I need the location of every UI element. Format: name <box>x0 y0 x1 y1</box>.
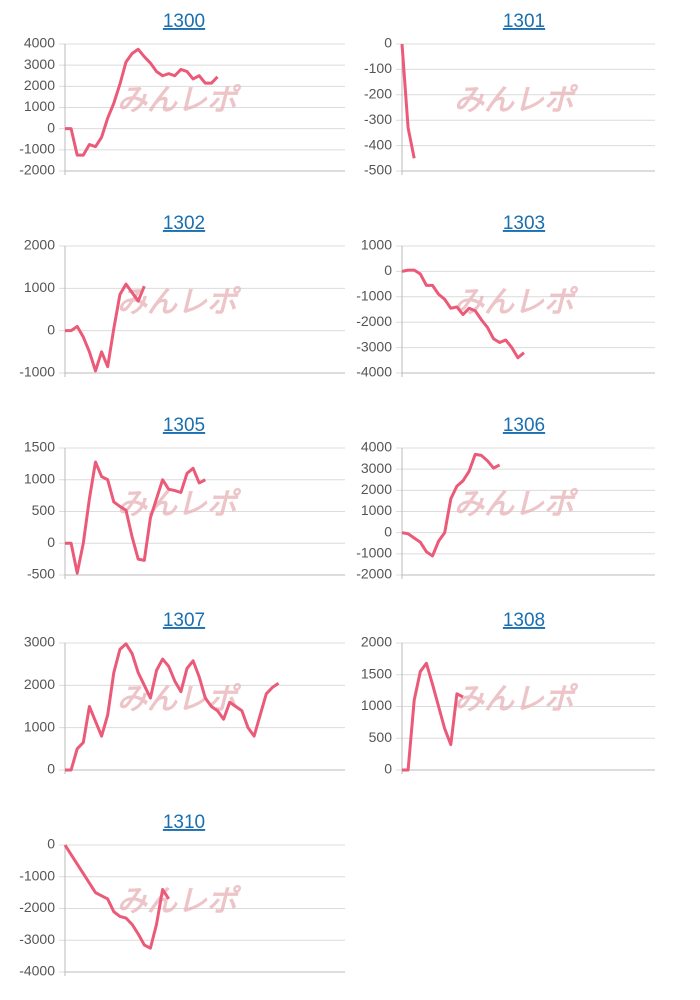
y-tick-label: 1000 <box>361 697 392 713</box>
chart-title[interactable]: 1307 <box>163 610 205 631</box>
y-tick-label: 0 <box>47 321 55 337</box>
y-tick-label: 2000 <box>24 237 55 253</box>
y-tick-label: 1000 <box>24 470 55 486</box>
y-tick-label: 0 <box>384 262 392 278</box>
y-tick-label: 0 <box>47 761 55 777</box>
chart-title[interactable]: 1303 <box>503 213 545 234</box>
chart-title[interactable]: 1302 <box>163 213 205 234</box>
data-line <box>65 282 146 373</box>
y-tick-label: -2000 <box>19 899 55 915</box>
data-line <box>401 268 525 360</box>
watermark: みんレポ <box>454 84 579 117</box>
y-tick-label: 1500 <box>361 665 392 681</box>
y-tick-label: -500 <box>27 566 55 582</box>
y-tick-label: 0 <box>47 534 55 550</box>
y-tick-label: -2000 <box>356 566 392 582</box>
y-tick-label: -1000 <box>356 288 392 304</box>
chart-title[interactable]: 1308 <box>503 610 545 631</box>
chart-title[interactable]: 1306 <box>503 415 545 436</box>
data-line <box>401 452 501 558</box>
y-tick-label: -1000 <box>356 545 392 561</box>
y-tick-label: 1000 <box>361 237 392 253</box>
y-tick-label: -200 <box>364 86 392 102</box>
y-tick-label: -400 <box>364 136 392 152</box>
y-tick-label: -2000 <box>356 313 392 329</box>
y-tick-label: 500 <box>32 502 56 518</box>
y-tick-label: 1000 <box>24 279 55 295</box>
watermark: みんレポ <box>117 84 242 117</box>
chart-title[interactable]: 1300 <box>163 11 205 32</box>
y-tick-label: -100 <box>364 60 392 76</box>
watermark: みんレポ <box>454 488 579 521</box>
y-tick-label: 1000 <box>361 502 392 518</box>
chart-title[interactable]: 1301 <box>503 11 545 32</box>
y-tick-label: 0 <box>47 836 55 852</box>
y-tick-label: 1000 <box>24 98 55 114</box>
y-tick-label: 0 <box>384 761 392 777</box>
data-line <box>65 47 219 157</box>
y-tick-label: -300 <box>364 111 392 127</box>
y-tick-label: 0 <box>384 35 392 51</box>
y-tick-label: -2000 <box>19 162 55 178</box>
y-tick-label: -4000 <box>19 963 55 979</box>
y-tick-label: 3000 <box>24 634 55 650</box>
y-tick-label: -500 <box>364 162 392 178</box>
y-tick-label: 500 <box>369 729 393 745</box>
y-tick-label: 4000 <box>24 35 55 51</box>
y-tick-label: 0 <box>384 523 392 539</box>
y-tick-label: -3000 <box>19 931 55 947</box>
y-tick-label: 1000 <box>24 718 55 734</box>
y-tick-label: -1000 <box>19 867 55 883</box>
data-line <box>65 642 280 772</box>
watermark: みんレポ <box>454 286 579 319</box>
chart-title[interactable]: 1310 <box>163 812 205 833</box>
y-tick-label: 2000 <box>361 634 392 650</box>
data-line <box>63 844 170 950</box>
y-tick-label: 2000 <box>24 77 55 93</box>
watermark: みんレポ <box>454 683 579 716</box>
chart-title[interactable]: 1305 <box>163 415 205 436</box>
y-tick-label: -1000 <box>19 364 55 380</box>
y-tick-label: 2000 <box>24 676 55 692</box>
y-tick-label: 4000 <box>361 439 392 455</box>
y-tick-label: 1500 <box>24 439 55 455</box>
y-tick-label: 3000 <box>361 460 392 476</box>
data-line <box>400 43 416 159</box>
y-tick-label: -4000 <box>356 364 392 380</box>
watermark: みんレポ <box>117 885 242 918</box>
y-tick-label: -3000 <box>356 338 392 354</box>
y-tick-label: -1000 <box>19 141 55 157</box>
data-line <box>402 661 464 772</box>
y-tick-label: 2000 <box>361 481 392 497</box>
y-tick-label: 3000 <box>24 56 55 72</box>
y-tick-label: 0 <box>47 119 55 135</box>
watermark: みんレポ <box>117 286 242 319</box>
data-line <box>65 460 206 575</box>
